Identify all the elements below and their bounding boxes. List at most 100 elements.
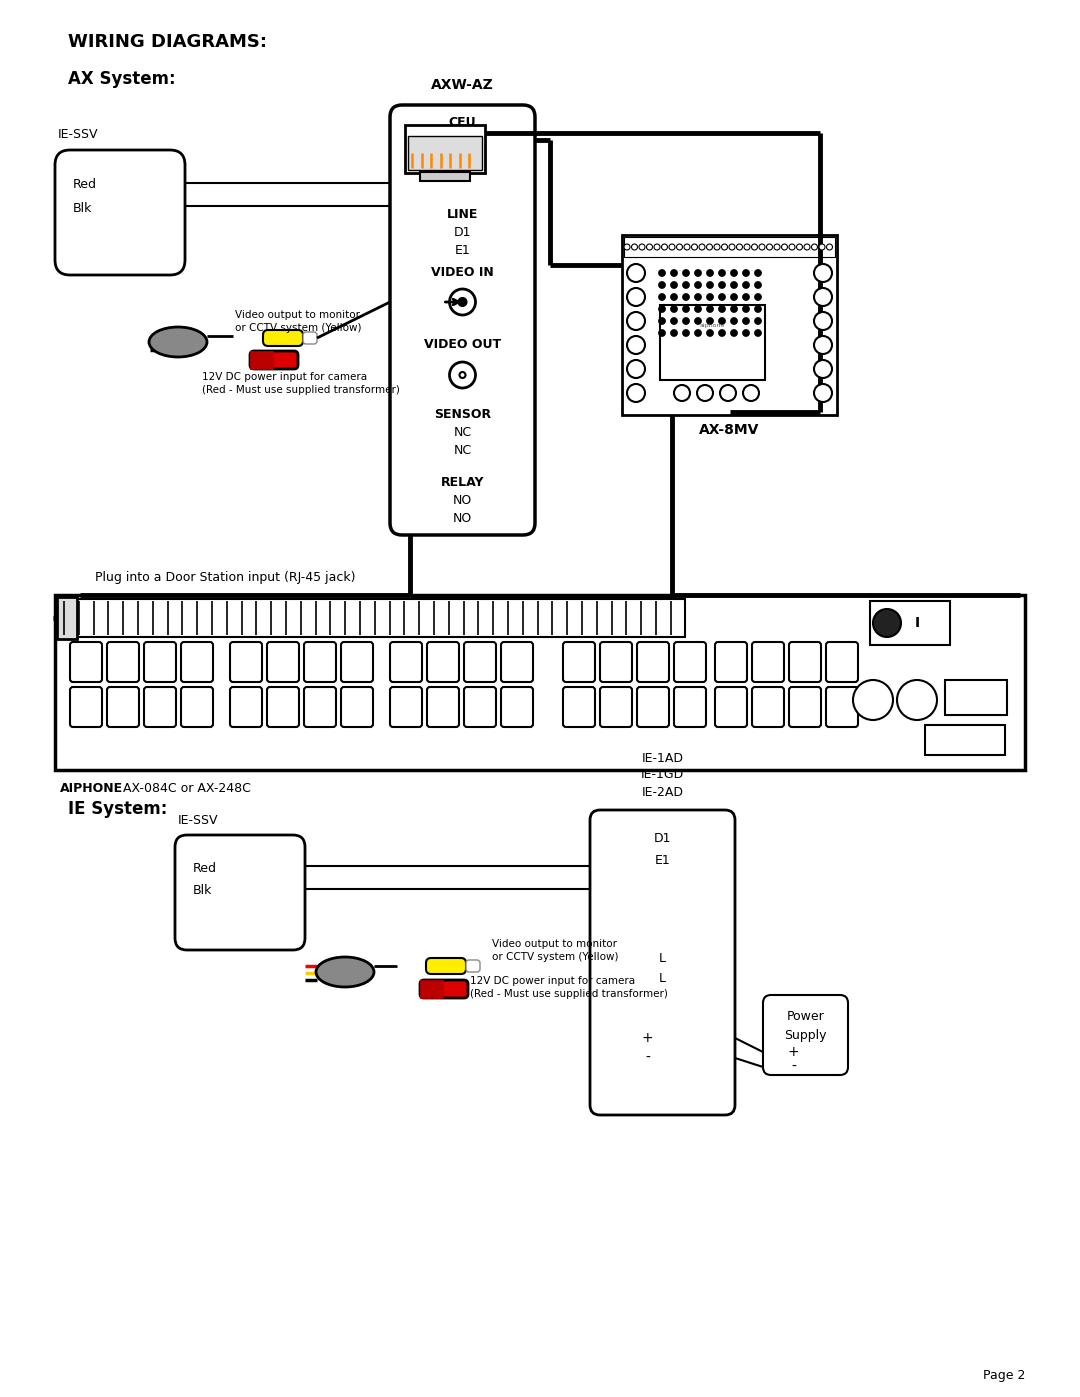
FancyBboxPatch shape: [563, 643, 595, 682]
FancyBboxPatch shape: [390, 687, 422, 726]
Circle shape: [755, 270, 761, 277]
Circle shape: [659, 293, 665, 300]
FancyBboxPatch shape: [55, 149, 185, 275]
Circle shape: [694, 293, 702, 300]
Circle shape: [683, 330, 689, 337]
Circle shape: [683, 306, 689, 313]
Circle shape: [730, 306, 738, 313]
Text: Plug into a Door Station input (RJ-45 jack): Plug into a Door Station input (RJ-45 ja…: [95, 570, 355, 584]
Circle shape: [659, 306, 665, 313]
FancyBboxPatch shape: [501, 643, 534, 682]
Circle shape: [743, 306, 750, 313]
Circle shape: [627, 337, 645, 353]
Circle shape: [659, 330, 665, 337]
Text: WIRING DIAGRAMS:: WIRING DIAGRAMS:: [68, 34, 267, 52]
FancyBboxPatch shape: [175, 835, 305, 950]
Bar: [57, 597, 77, 638]
Circle shape: [694, 306, 702, 313]
FancyBboxPatch shape: [590, 810, 735, 1115]
Text: AIPHONE: AIPHONE: [60, 781, 123, 795]
Circle shape: [676, 244, 683, 250]
Circle shape: [706, 270, 714, 277]
Circle shape: [730, 282, 738, 289]
Text: +: +: [787, 1045, 799, 1059]
Circle shape: [737, 244, 743, 250]
Bar: [945, 680, 1007, 715]
FancyBboxPatch shape: [674, 643, 706, 682]
Text: IE-1AD: IE-1AD: [642, 752, 684, 764]
Circle shape: [671, 317, 677, 324]
FancyBboxPatch shape: [826, 643, 858, 682]
Text: IE-1GD: IE-1GD: [640, 768, 684, 781]
FancyBboxPatch shape: [789, 687, 821, 726]
FancyBboxPatch shape: [230, 687, 262, 726]
Circle shape: [669, 244, 675, 250]
Circle shape: [814, 312, 832, 330]
Text: IE-SSV: IE-SSV: [58, 129, 98, 141]
FancyBboxPatch shape: [637, 687, 669, 726]
Circle shape: [755, 330, 761, 337]
Circle shape: [767, 244, 772, 250]
Circle shape: [671, 306, 677, 313]
Circle shape: [683, 282, 689, 289]
Circle shape: [730, 270, 738, 277]
Circle shape: [743, 330, 750, 337]
Circle shape: [755, 317, 761, 324]
Circle shape: [721, 244, 728, 250]
Circle shape: [814, 264, 832, 282]
FancyBboxPatch shape: [600, 643, 632, 682]
Text: RELAY: RELAY: [441, 475, 484, 489]
FancyBboxPatch shape: [390, 643, 422, 682]
Circle shape: [873, 609, 901, 637]
Text: (Red - Must use supplied transformer): (Red - Must use supplied transformer): [202, 386, 400, 395]
Circle shape: [814, 337, 832, 353]
Text: NO: NO: [453, 511, 472, 524]
FancyBboxPatch shape: [264, 330, 303, 346]
Text: IE-2AD: IE-2AD: [642, 785, 684, 799]
Text: AXW-AZ: AXW-AZ: [431, 78, 494, 92]
Bar: [268, 351, 273, 369]
FancyBboxPatch shape: [420, 981, 468, 997]
FancyBboxPatch shape: [107, 687, 139, 726]
Circle shape: [459, 298, 467, 306]
Circle shape: [718, 293, 726, 300]
Circle shape: [897, 680, 937, 719]
Circle shape: [684, 244, 690, 250]
Circle shape: [706, 306, 714, 313]
Circle shape: [632, 244, 637, 250]
Circle shape: [720, 386, 735, 401]
Bar: [256, 351, 261, 369]
Circle shape: [694, 270, 702, 277]
Circle shape: [449, 362, 475, 388]
Circle shape: [706, 244, 713, 250]
Circle shape: [674, 386, 690, 401]
Text: NC: NC: [454, 426, 472, 440]
FancyBboxPatch shape: [637, 643, 669, 682]
FancyBboxPatch shape: [426, 958, 465, 974]
Bar: [438, 981, 443, 997]
Text: aiphone: aiphone: [700, 323, 725, 327]
Circle shape: [627, 312, 645, 330]
Text: or CCTV system (Yellow): or CCTV system (Yellow): [492, 951, 619, 963]
Circle shape: [853, 680, 893, 719]
FancyBboxPatch shape: [230, 643, 262, 682]
Circle shape: [449, 289, 475, 314]
Circle shape: [627, 288, 645, 306]
FancyBboxPatch shape: [341, 643, 373, 682]
Text: E1: E1: [654, 854, 671, 866]
Circle shape: [730, 293, 738, 300]
Bar: [660, 305, 765, 380]
Bar: [405, 124, 485, 173]
Circle shape: [743, 317, 750, 324]
Circle shape: [782, 244, 787, 250]
Text: VIDEO IN: VIDEO IN: [431, 265, 494, 278]
Text: -: -: [791, 1060, 796, 1074]
Circle shape: [826, 244, 833, 250]
FancyBboxPatch shape: [303, 643, 336, 682]
Circle shape: [804, 244, 810, 250]
FancyBboxPatch shape: [501, 687, 534, 726]
Circle shape: [718, 330, 726, 337]
Circle shape: [774, 244, 780, 250]
Circle shape: [627, 264, 645, 282]
Text: VIDEO OUT: VIDEO OUT: [424, 338, 501, 352]
